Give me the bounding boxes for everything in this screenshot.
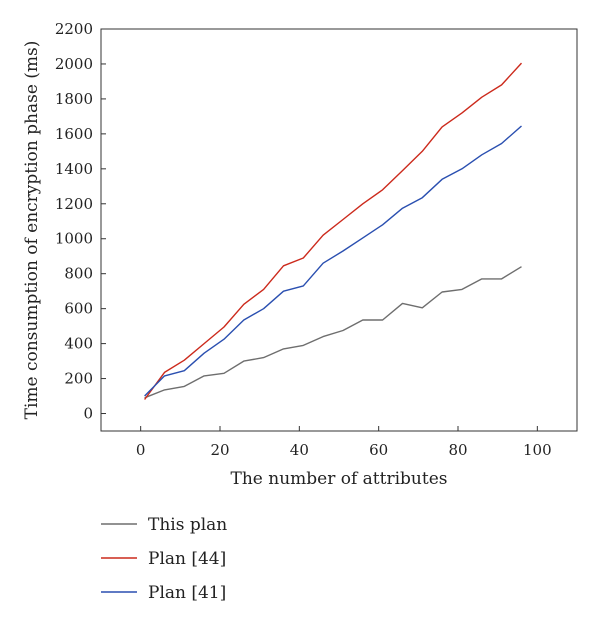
x-tick-label: 80 (448, 441, 467, 459)
y-tick-label: 600 (64, 300, 93, 318)
series-line-2 (144, 62, 523, 400)
series-line-1 (144, 266, 522, 399)
y-tick-label: 1800 (55, 90, 93, 108)
x-tick-label: 60 (369, 441, 388, 459)
y-tick-label: 1600 (55, 125, 93, 143)
x-tick-label: 40 (290, 441, 309, 459)
legend-label-1: This plan (148, 515, 227, 535)
y-tick-label: 1400 (55, 160, 93, 178)
x-axis-title: The number of attributes (231, 469, 448, 489)
plot-frame (100, 28, 578, 432)
y-axis: 0 200 400 600 800 1000 1200 1400 1600 1800 2000 220… (55, 20, 106, 423)
x-tick-label: 100 (523, 441, 552, 459)
y-tick-label: 1200 (55, 195, 93, 213)
y-tick-label: 0 (83, 405, 93, 423)
y-tick-label: 200 (64, 370, 93, 388)
x-axis: 0 20 40 60 80 100 (136, 426, 552, 459)
y-tick-label: 2200 (55, 20, 93, 38)
legend: This plan Plan [44] Plan [41] (101, 515, 227, 603)
y-tick-label: 2000 (55, 55, 93, 73)
y-tick-label: 800 (64, 265, 93, 283)
y-axis-title: Time consumption of encryption phase (ms… (22, 41, 42, 420)
y-tick-label: 400 (64, 335, 93, 353)
series-lines (144, 62, 523, 400)
x-tick-label: 0 (136, 441, 146, 459)
legend-label-2: Plan [44] (148, 549, 226, 569)
series-line-3 (144, 125, 522, 397)
y-tick-label: 1000 (55, 230, 93, 248)
legend-label-3: Plan [41] (148, 583, 226, 603)
x-tick-label: 20 (210, 441, 229, 459)
